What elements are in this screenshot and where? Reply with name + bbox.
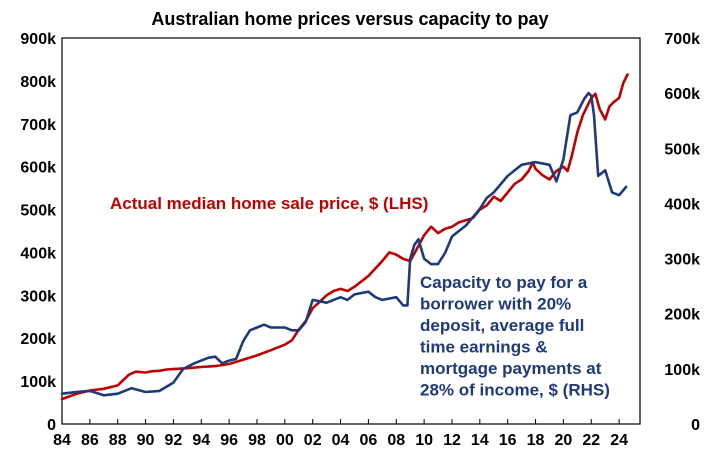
y-right-tick-label: 600k — [664, 86, 700, 103]
x-tick-label: 18 — [527, 432, 545, 449]
x-tick-label: 16 — [499, 432, 517, 449]
y-left-tick-label: 500k — [20, 203, 56, 220]
capacity-annotation-line: 28% of income, $ (RHS) — [420, 381, 610, 400]
x-tick-label: 84 — [53, 432, 71, 449]
chart-title: Australian home prices versus capacity t… — [151, 9, 548, 29]
y-left-tick-label: 900k — [20, 31, 56, 48]
x-tick-label: 94 — [192, 432, 210, 449]
capacity-annotation-line: mortgage payments at — [420, 359, 602, 378]
y-right-tick-label: 0 — [691, 417, 700, 434]
series-layer — [60, 73, 629, 401]
x-tick-label: 90 — [137, 432, 155, 449]
right-axis-tick-labels: 0 100k 200k 300k 400k 500k 600k 700k — [664, 31, 700, 434]
capacity-annotation-line: time earnings & — [420, 338, 548, 357]
y-left-tick-label: 800k — [20, 74, 56, 91]
left-axis-tick-labels: 0 100k 200k 300k 400k 500k 600k 700k 800k 900k — [20, 31, 56, 434]
x-tick-label: 24 — [610, 432, 628, 449]
x-tick-label: 22 — [582, 432, 600, 449]
capacity-series-annotation: Capacity to pay for a borrower with 20% de… — [420, 273, 610, 400]
x-tick-label: 10 — [415, 432, 433, 449]
y-right-tick-label: 500k — [664, 141, 700, 158]
y-right-tick-label: 700k — [664, 31, 700, 48]
x-tick-label: 08 — [387, 432, 405, 449]
x-tick-label: 14 — [471, 432, 489, 449]
x-tick-label: 04 — [332, 432, 350, 449]
y-right-tick-label: 400k — [664, 196, 700, 213]
y-left-tick-label: 200k — [20, 331, 56, 348]
y-left-tick-label: 600k — [20, 160, 56, 177]
y-left-tick-label: 300k — [20, 288, 56, 305]
x-tick-label: 98 — [248, 432, 266, 449]
capacity-annotation-line: borrower with 20% — [420, 295, 571, 314]
capacity-series-line — [60, 91, 628, 397]
x-tick-label: 12 — [443, 432, 461, 449]
price-series-annotation: Actual median home sale price, $ (LHS) — [110, 194, 428, 213]
x-tick-label: 02 — [304, 432, 322, 449]
x-tick-label: 20 — [554, 432, 572, 449]
capacity-annotation-line: Capacity to pay for a — [420, 273, 588, 292]
y-left-tick-label: 100k — [20, 374, 56, 391]
capacity-annotation-line: deposit, average full — [420, 316, 584, 335]
y-left-tick-label: 400k — [20, 245, 56, 262]
plot-area — [61, 37, 641, 425]
x-tick-label: 00 — [276, 432, 294, 449]
x-tick-label: 96 — [220, 432, 238, 449]
x-tick-label: 86 — [81, 432, 99, 449]
y-right-tick-label: 100k — [664, 362, 700, 379]
y-right-tick-label: 300k — [664, 252, 700, 269]
y-left-tick-label: 0 — [47, 417, 56, 434]
x-tick-label: 06 — [360, 432, 378, 449]
y-right-tick-label: 200k — [664, 307, 700, 324]
x-axis-tick-labels: 84 86 88 90 92 94 96 98 00 02 04 06 08 10 12 14 16 18 20 22… — [53, 419, 628, 449]
x-tick-label: 88 — [109, 432, 127, 449]
y-left-tick-label: 700k — [20, 117, 56, 134]
x-tick-label: 92 — [165, 432, 183, 449]
